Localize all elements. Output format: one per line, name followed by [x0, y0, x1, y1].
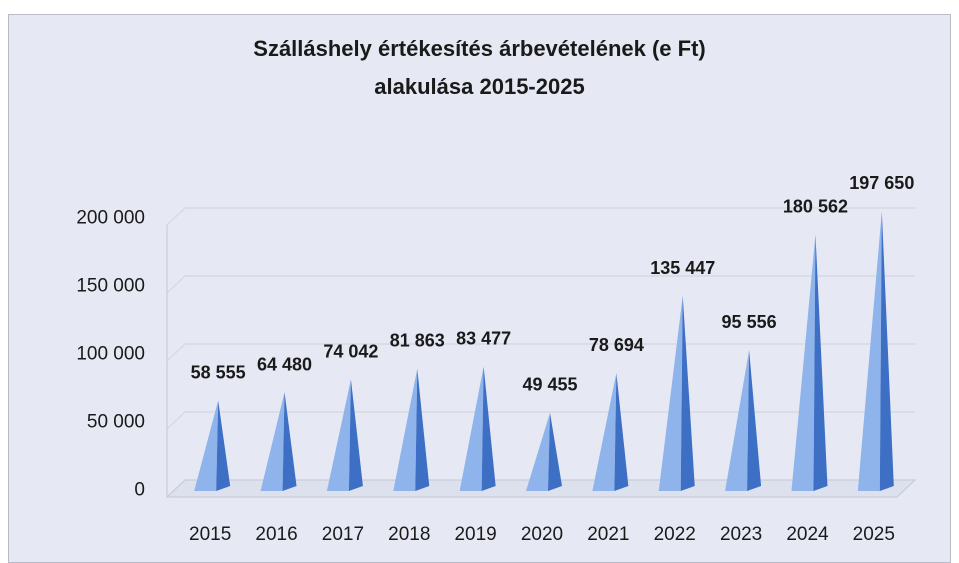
bar-face-side — [747, 350, 762, 491]
bar-face-side — [813, 234, 828, 492]
bar-face-front — [857, 211, 882, 492]
data-label: 83 477 — [456, 328, 511, 348]
data-label: 78 694 — [589, 335, 644, 355]
data-label: 95 556 — [722, 312, 777, 332]
x-tick-label: 2024 — [786, 524, 829, 545]
bar-face-front — [658, 295, 683, 491]
gridline-depth — [166, 411, 186, 430]
bar-face-front — [393, 368, 418, 491]
x-tick-label: 2015 — [189, 524, 231, 545]
data-label: 81 863 — [390, 331, 445, 351]
x-tick-label: 2025 — [853, 524, 895, 545]
bar-face-front — [326, 379, 351, 491]
bar-face-front — [260, 392, 285, 491]
bar-face-front — [592, 372, 617, 491]
y-tick-label: 50 000 — [87, 412, 145, 433]
x-tick-label: 2017 — [322, 524, 364, 545]
data-label: 180 562 — [783, 196, 848, 216]
y-tick-label: 0 — [134, 480, 145, 501]
bar-face-side — [216, 400, 231, 491]
x-tick-label: 2023 — [720, 524, 762, 545]
bar-face-front — [791, 234, 816, 492]
gridline-depth — [166, 275, 186, 294]
x-tick-label: 2022 — [654, 524, 696, 545]
y-tick-label: 150 000 — [76, 276, 145, 297]
bar-face-side — [680, 295, 695, 491]
bar-face-front — [194, 400, 219, 491]
bar-face-side — [348, 379, 363, 491]
bar-face-front — [725, 350, 750, 491]
x-tick-label: 2016 — [255, 524, 297, 545]
data-label: 135 447 — [650, 258, 715, 278]
bar-face-side — [415, 368, 430, 491]
chart-title-line-1: Szálláshely értékesítés árbevételének (e… — [253, 36, 706, 61]
bar-face-side — [481, 366, 496, 491]
x-tick-label: 2018 — [388, 524, 430, 545]
bar-face-side — [282, 392, 297, 491]
gridline-depth — [166, 207, 186, 226]
data-label: 58 555 — [191, 362, 246, 382]
bar-face-side — [614, 372, 629, 491]
gridline-depth — [166, 343, 186, 362]
data-label: 64 480 — [257, 354, 312, 374]
data-label: 49 455 — [522, 375, 577, 395]
bar-face-side — [879, 211, 894, 492]
x-tick-label: 2021 — [587, 524, 629, 545]
data-label: 197 650 — [849, 173, 914, 193]
x-tick-label: 2019 — [454, 524, 496, 545]
bar-face-front — [459, 366, 484, 491]
data-label: 74 042 — [323, 341, 378, 361]
x-tick-label: 2020 — [521, 524, 563, 545]
y-tick-label: 200 000 — [76, 208, 145, 229]
bar-face-front — [526, 412, 550, 491]
chart-title-line-2: alakulása 2015-2025 — [374, 74, 585, 99]
y-tick-label: 100 000 — [76, 344, 145, 365]
bar-face-side — [548, 412, 562, 491]
chart-title: Szálláshely értékesítés árbevételének (e… — [0, 30, 959, 106]
